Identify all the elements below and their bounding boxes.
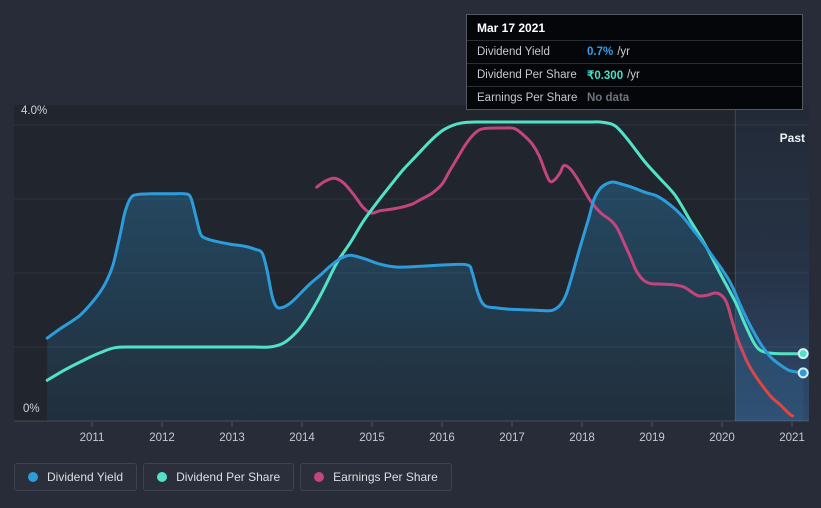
- tooltip-unit: /yr: [617, 46, 630, 58]
- tooltip-value: 0.7%: [587, 46, 614, 58]
- x-axis-label-2016: 2016: [429, 432, 455, 444]
- dividend-yield-dot-icon: [28, 472, 38, 482]
- x-axis-label-2019: 2019: [639, 432, 665, 444]
- chart-tooltip: Mar 17 2021 Dividend Yield 0.7% /yr Divi…: [466, 14, 803, 110]
- tooltip-row-earnings-per-share: Earnings Per Share No data: [467, 86, 802, 109]
- legend-item-dividend-yield[interactable]: Dividend Yield: [14, 463, 138, 491]
- tooltip-row-dividend-per-share: Dividend Per Share ₹0.300 /yr: [467, 63, 802, 86]
- legend-label: Dividend Per Share: [176, 470, 281, 484]
- legend-item-earnings-per-share[interactable]: Earnings Per Share: [300, 463, 452, 491]
- tooltip-date: Mar 17 2021: [477, 21, 546, 35]
- tooltip-value: ₹0.300: [587, 70, 624, 82]
- x-axis-label-2013: 2013: [219, 432, 245, 444]
- legend-label: Dividend Yield: [47, 470, 124, 484]
- tooltip-label: Dividend Per Share: [477, 69, 577, 81]
- tooltip-row-dividend-yield: Dividend Yield 0.7% /yr: [467, 40, 802, 63]
- earnings-per-share-line: [315, 126, 795, 418]
- y-axis-label-zero: 0%: [23, 403, 40, 415]
- x-axis-label-2020: 2020: [709, 432, 735, 444]
- dividend-per-share-line: [45, 120, 805, 382]
- x-axis-label-2012: 2012: [149, 432, 175, 444]
- dividend-per-share-dot-icon: [157, 472, 168, 482]
- legend-item-dividend-per-share[interactable]: Dividend Per Share: [143, 463, 295, 491]
- earnings-per-share-dot-icon: [314, 472, 325, 482]
- x-axis-label-2014: 2014: [289, 432, 315, 444]
- past-region-label: Past: [779, 131, 805, 145]
- tooltip-unit: /yr: [627, 69, 640, 81]
- dividend-yield-area: [47, 182, 804, 421]
- tooltip-label: Earnings Per Share: [477, 92, 578, 104]
- dividend-yield-end-dot: [797, 367, 809, 379]
- x-axis-label-2015: 2015: [359, 432, 385, 444]
- chart-legend: Dividend Yield Dividend Per Share Earnin…: [14, 463, 452, 491]
- dividend-yield-line: [45, 180, 805, 375]
- y-axis-label-max: 4.0%: [21, 105, 48, 117]
- dividend-per-share-end-dot: [797, 348, 809, 360]
- tooltip-label: Dividend Yield: [477, 46, 550, 58]
- legend-label: Earnings Per Share: [333, 470, 438, 484]
- x-axis-label-2017: 2017: [499, 432, 525, 444]
- x-axis-label-2021: 2021: [779, 432, 805, 444]
- x-axis-label-2011: 2011: [80, 432, 105, 444]
- x-axis-label-2018: 2018: [569, 432, 595, 444]
- tooltip-value: No data: [587, 92, 630, 104]
